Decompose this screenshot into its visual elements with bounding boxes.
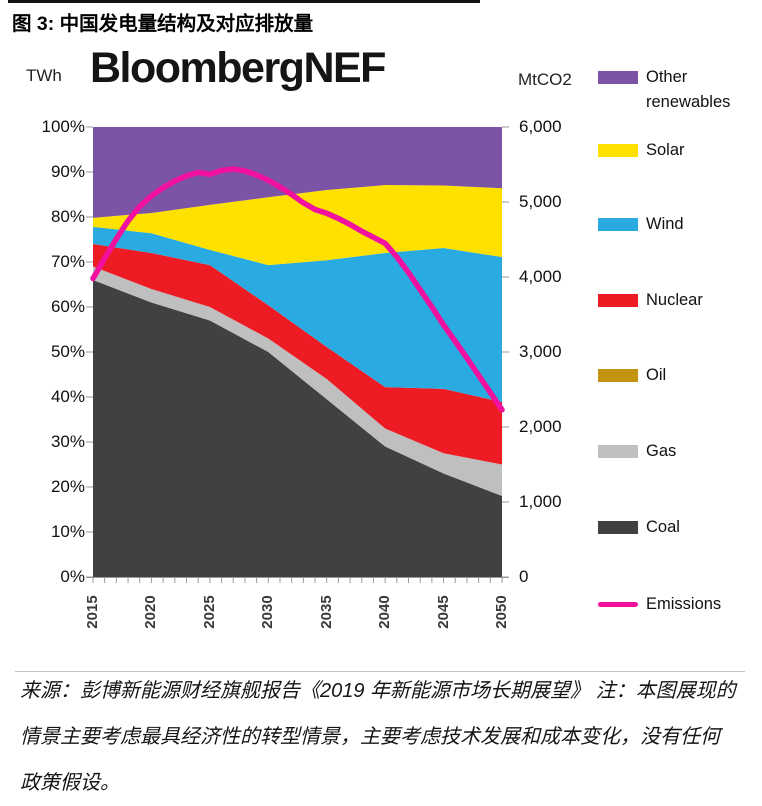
legend-label-gas: Gas — [646, 442, 677, 460]
area-solar — [93, 185, 502, 266]
other-renewables-swatch — [598, 71, 638, 84]
x-axis-tick-label: 2015 — [84, 595, 101, 629]
x-axis-tick-label: 2045 — [435, 595, 452, 629]
legend-item-oil: Oil — [598, 363, 666, 388]
x-axis-tick-label: 2020 — [142, 595, 159, 629]
left-axis-tick-label: 100% — [41, 117, 85, 136]
right-axis-tick-label: 1,000 — [519, 492, 562, 511]
right-axis-tick-label: 0 — [519, 567, 529, 586]
emissions-line — [90, 166, 505, 413]
legend-item-coal: Coal — [598, 515, 680, 540]
right-axis-tick-label: 2,000 — [519, 417, 562, 436]
x-axis-tick-label: 2050 — [493, 595, 510, 629]
legend-item-other-renewables: Other renewables — [598, 65, 754, 115]
legend-item-emissions: Emissions — [598, 592, 721, 617]
area-nuclear — [93, 244, 502, 465]
legend-label-emissions: Emissions — [646, 595, 722, 613]
wind-swatch — [598, 218, 638, 231]
area-other_renewables — [93, 127, 502, 218]
area-wind — [93, 226, 502, 402]
coal-swatch — [598, 521, 638, 534]
legend-item-nuclear: Nuclear — [598, 288, 703, 313]
legend-label-oil: Oil — [646, 366, 667, 384]
left-axis-tick-label: 60% — [50, 297, 85, 316]
right-axis-tick-label: 4,000 — [519, 267, 562, 286]
x-axis-tick-label: 2025 — [201, 595, 218, 629]
figure-title: 图 3: 中国发电量结构及对应排放量 — [12, 13, 314, 35]
left-axis-tick-label: 70% — [50, 252, 85, 271]
legend-label-wind: Wind — [646, 215, 684, 233]
right-axis-unit-label: MtCO2 — [518, 70, 572, 89]
left-axis-tick-label: 80% — [50, 207, 85, 226]
left-axis-tick-label: 50% — [50, 342, 85, 361]
left-axis-unit-label: TWh — [26, 66, 62, 85]
watermark-bloombergnef: BloombergNEF — [90, 44, 386, 92]
right-axis-tick-label: 6,000 — [519, 117, 562, 136]
emissions-line-swatch — [598, 602, 638, 607]
legend-label-coal: Coal — [646, 518, 680, 536]
area-coal — [93, 280, 502, 577]
source-note: 来源：彭博新能源财经旗舰报告《2019 年新能源市场长期展望》 注：本图展现的情… — [20, 680, 736, 794]
top-rule — [8, 0, 480, 3]
legend-item-wind: Wind — [598, 212, 684, 237]
x-axis-tick-label: 2035 — [318, 595, 335, 629]
left-axis-tick-label: 90% — [50, 162, 85, 181]
legend-label-nuclear: Nuclear — [646, 291, 703, 309]
legend-item-solar: Solar — [598, 138, 685, 163]
oil-swatch — [598, 369, 638, 382]
x-axis-tick-label: 2030 — [259, 595, 276, 629]
left-axis-tick-label: 20% — [50, 477, 85, 496]
area-gas — [93, 266, 502, 496]
left-axis-tick-label: 30% — [50, 432, 85, 451]
legend-label-other-renewables: Other renewables — [646, 68, 731, 111]
legend-item-gas: Gas — [598, 439, 676, 464]
nuclear-swatch — [598, 294, 638, 307]
gas-swatch — [598, 445, 638, 458]
right-axis-tick-label: 3,000 — [519, 342, 562, 361]
left-axis-tick-label: 0% — [60, 567, 85, 586]
left-axis-tick-label: 40% — [50, 387, 85, 406]
left-axis-tick-label: 10% — [50, 522, 85, 541]
x-axis-tick-label: 2040 — [376, 595, 393, 629]
legend-label-solar: Solar — [646, 141, 685, 159]
right-axis-tick-label: 5,000 — [519, 192, 562, 211]
note-divider-rule — [15, 671, 745, 672]
solar-swatch — [598, 144, 638, 157]
